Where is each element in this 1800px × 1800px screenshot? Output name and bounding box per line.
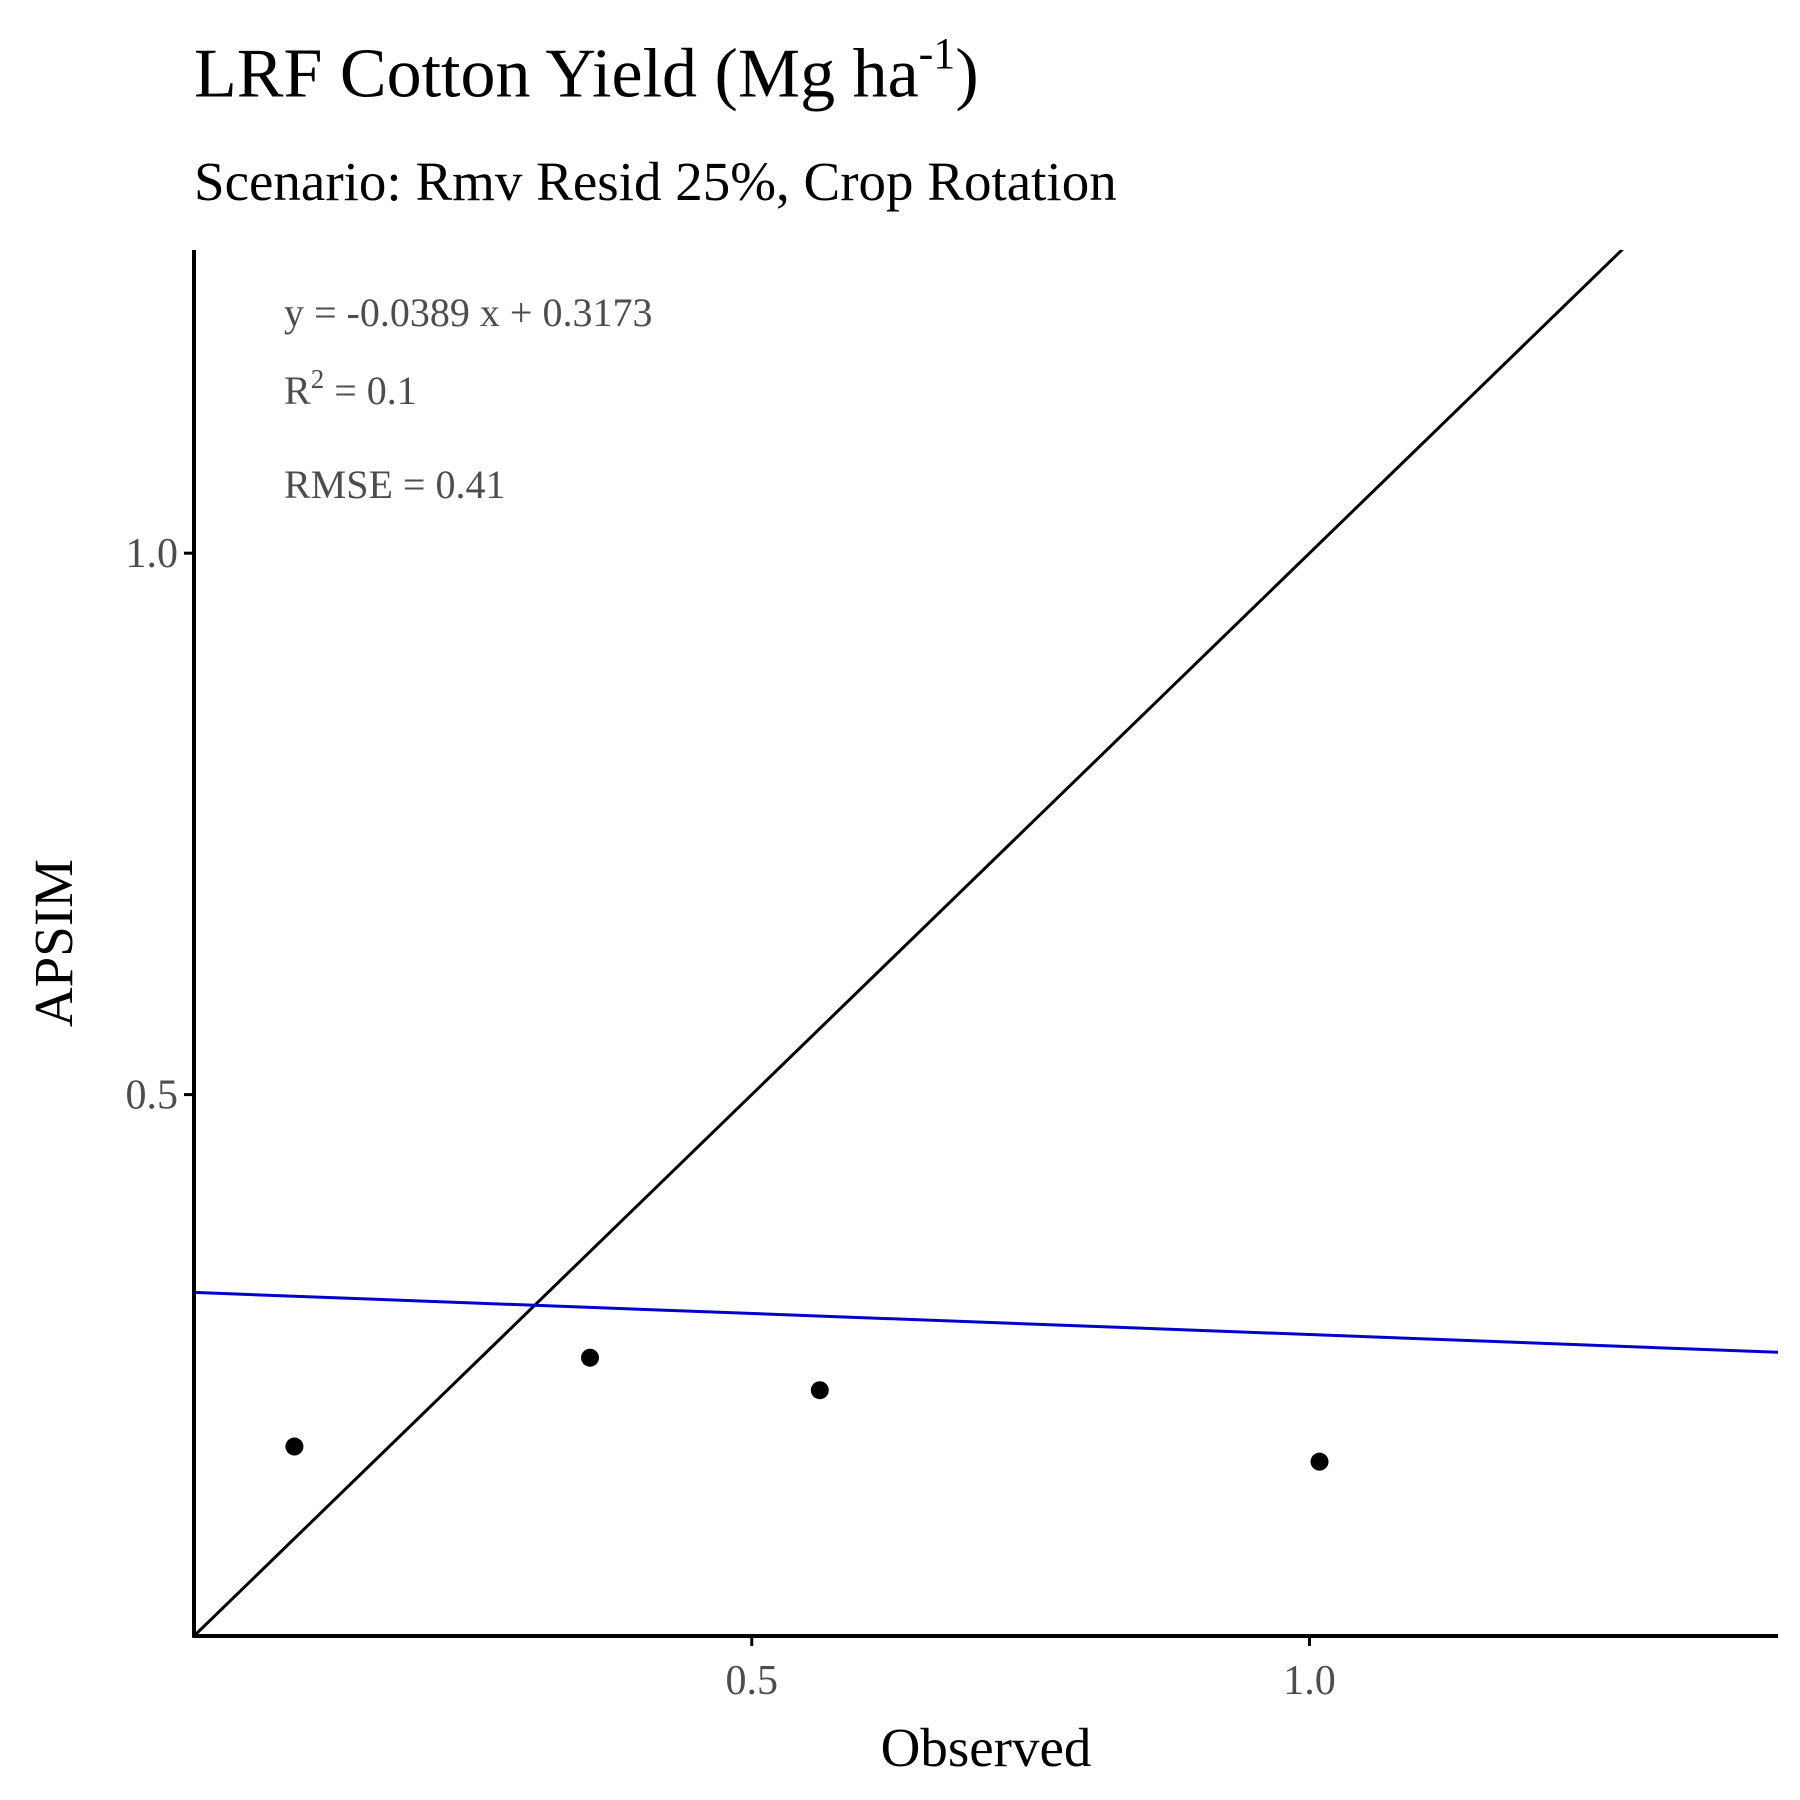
r2-prefix: R xyxy=(284,368,311,413)
x-tick-label: 0.5 xyxy=(725,1658,778,1704)
y-tick-label: 0.5 xyxy=(126,1073,179,1119)
one-to-one-line xyxy=(194,250,1624,1636)
x-axis-title: Observed xyxy=(881,1717,1092,1778)
data-point xyxy=(810,1381,829,1400)
equation-annotation: y = -0.0389 x + 0.3173 xyxy=(284,290,652,335)
r2-annotation: R2 = 0.1 xyxy=(284,364,417,413)
chart-title-text: LRF Cotton Yield (Mg ha xyxy=(194,35,919,113)
x-tick-label: 1.0 xyxy=(1283,1658,1336,1704)
chart-title-superscript: -1 xyxy=(918,29,956,78)
y-axis-title: APSIM xyxy=(23,859,84,1027)
regression-line xyxy=(194,1290,1778,1354)
chart-subtitle: Scenario: Rmv Resid 25%, Crop Rotation xyxy=(194,151,1117,212)
rmse-annotation: RMSE = 0.41 xyxy=(284,462,505,507)
r2-value: = 0.1 xyxy=(324,368,417,413)
data-point xyxy=(1310,1452,1329,1471)
chart-title: LRF Cotton Yield (Mg ha-1) xyxy=(194,29,979,113)
chart-title-suffix: ) xyxy=(955,35,979,113)
y-tick-label: 1.0 xyxy=(126,531,179,577)
data-point xyxy=(581,1348,599,1367)
r2-superscript: 2 xyxy=(311,364,325,394)
data-point xyxy=(285,1437,304,1456)
